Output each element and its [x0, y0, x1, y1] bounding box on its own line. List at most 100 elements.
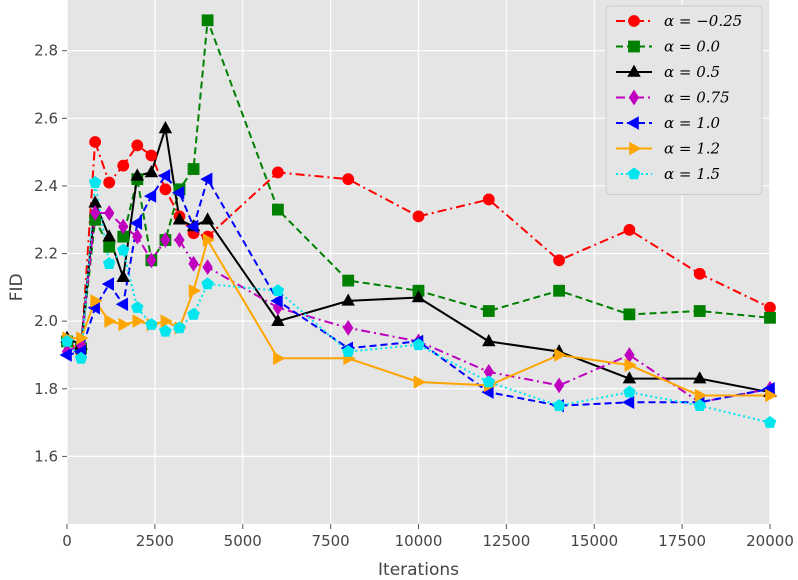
data-point: [552, 399, 566, 411]
data-point: [201, 277, 214, 290]
legend-box: [605, 5, 763, 195]
data-point: [482, 305, 495, 317]
legend-label: α = 0.5: [664, 63, 720, 81]
x-tick-label: 10000: [395, 532, 443, 550]
legend-label: α = 1.5: [664, 165, 720, 183]
data-point: [158, 121, 173, 134]
data-point: [270, 294, 283, 308]
y-axis-ticks: 1.6 1.8 2.0 2.2 2.4 2.6 2.8: [34, 42, 67, 465]
data-point: [59, 348, 72, 362]
data-point: [623, 223, 636, 236]
data-point: [341, 345, 355, 357]
data-point: [693, 399, 706, 411]
data-point: [173, 321, 186, 334]
data-point: [482, 375, 496, 388]
data-point: [694, 388, 708, 403]
legend-marker: [628, 40, 640, 53]
y-tick-label: 2.8: [34, 42, 58, 60]
data-point: [132, 314, 145, 328]
data-point: [482, 334, 496, 347]
data-point: [553, 284, 565, 297]
data-point: [131, 139, 144, 152]
data-point: [172, 212, 187, 225]
data-point: [187, 307, 200, 320]
data-point: [145, 317, 158, 330]
legend-marker: [628, 15, 640, 27]
x-axis-label: Iterations: [378, 560, 459, 580]
data-point: [117, 159, 130, 172]
x-tick-label: 2500: [136, 532, 174, 550]
series-points-6: [60, 176, 777, 428]
data-point: [76, 331, 89, 345]
data-point: [116, 269, 130, 283]
data-point: [764, 311, 776, 324]
data-point: [104, 314, 117, 328]
data-point: [143, 189, 157, 203]
data-point: [693, 267, 706, 280]
data-point: [144, 164, 159, 178]
x-tick-label: 5000: [224, 532, 262, 550]
legend-marker: [627, 167, 641, 180]
data-point: [129, 216, 143, 230]
data-point: [623, 385, 636, 398]
data-point: [102, 257, 116, 269]
y-tick-label: 2.2: [34, 245, 58, 263]
data-point: [413, 375, 426, 389]
data-point: [202, 259, 213, 275]
data-point: [89, 136, 102, 148]
data-point: [172, 185, 185, 200]
data-point: [160, 314, 173, 328]
data-point: [159, 183, 172, 196]
data-point: [101, 277, 114, 291]
data-point: [159, 324, 172, 337]
data-point: [763, 416, 777, 428]
data-point: [188, 255, 199, 272]
x-tick-label: 0: [62, 532, 72, 550]
data-point: [115, 297, 129, 311]
data-point: [145, 149, 158, 162]
data-point: [273, 351, 286, 366]
data-point: [90, 294, 103, 308]
data-point: [621, 395, 635, 410]
data-point: [117, 243, 130, 256]
data-point: [200, 212, 215, 225]
y-tick-label: 2.6: [34, 109, 58, 127]
data-point: [102, 229, 116, 242]
x-tick-label: 15000: [570, 532, 618, 550]
data-point: [201, 14, 214, 27]
data-point: [271, 203, 284, 216]
y-tick-label: 1.6: [34, 447, 58, 465]
data-point: [188, 284, 201, 298]
legend-label: α = 0.75: [664, 89, 730, 107]
y-tick-label: 2.0: [34, 312, 58, 330]
data-point: [89, 205, 101, 221]
data-point: [624, 358, 637, 372]
legend-label: α = −0.25: [664, 12, 742, 30]
data-point: [411, 290, 426, 303]
data-point: [623, 308, 636, 321]
data-point: [622, 371, 637, 384]
data-point: [187, 163, 200, 175]
data-point: [60, 334, 74, 347]
x-axis-ticks: 0 2500 5000 7500 10000 12500 15000 17500 20000: [62, 524, 794, 550]
legend-marker: [627, 64, 641, 77]
legend-marker: [628, 89, 640, 106]
data-point: [118, 218, 129, 235]
data-point: [118, 317, 131, 332]
data-point: [200, 172, 213, 186]
x-tick-label: 12500: [483, 532, 531, 550]
data-point: [103, 240, 116, 253]
legend-marker: [629, 141, 642, 156]
data-point: [553, 377, 565, 394]
data-point: [186, 219, 199, 234]
data-point: [88, 176, 102, 188]
series-markers: [59, 14, 778, 428]
y-axis-label: FID: [7, 273, 27, 301]
data-point: [341, 293, 355, 306]
data-point: [765, 388, 778, 403]
data-point: [271, 166, 284, 179]
data-point: [343, 320, 354, 336]
data-point: [342, 173, 355, 186]
data-point: [271, 284, 285, 297]
legend-label: α = 1.0: [664, 114, 721, 132]
